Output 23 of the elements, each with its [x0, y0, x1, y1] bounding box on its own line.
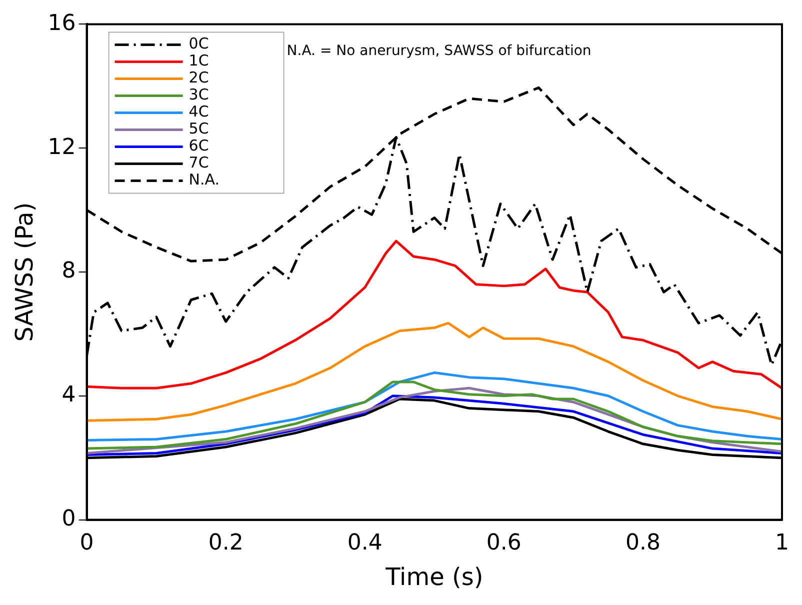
y-tick-label: 12: [48, 134, 76, 160]
legend-label: 1C: [188, 52, 209, 70]
legend-label: 4C: [188, 102, 209, 121]
legend-label: 7C: [188, 154, 209, 172]
y-tick-label: 4: [62, 382, 76, 408]
legend-label: 3C: [188, 86, 209, 104]
x-tick-label: 1: [775, 530, 789, 556]
x-tick-label: 0.8: [625, 530, 660, 556]
legend-label: 2C: [188, 68, 209, 87]
x-tick-label: 0.4: [347, 530, 382, 556]
y-tick-label: 0: [62, 506, 76, 532]
x-tick-label: 0: [80, 530, 94, 556]
x-axis-title: Time (s): [384, 562, 484, 591]
legend-label: N.A.: [188, 170, 220, 189]
legend-label: 0C: [188, 34, 209, 53]
y-tick-label: 8: [62, 258, 76, 284]
x-tick-label: 0.2: [208, 530, 244, 556]
y-axis-title: SAWSS (Pa): [10, 202, 39, 342]
legend-label: 6C: [188, 136, 209, 155]
legend-label: 5C: [188, 120, 209, 138]
x-tick-label: 0.6: [486, 530, 522, 556]
y-tick-label: 16: [48, 10, 76, 36]
annotation: N.A. = No anerurysm, SAWSS of bifurcation: [286, 42, 592, 59]
